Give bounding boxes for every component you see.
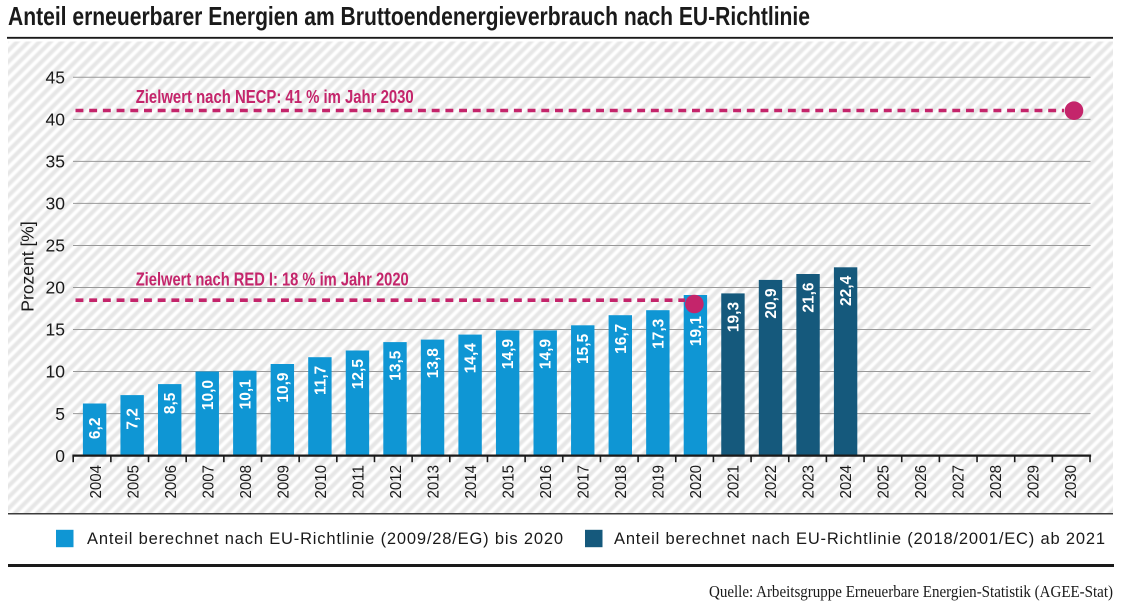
svg-text:2019: 2019 — [651, 465, 668, 499]
svg-text:8,5: 8,5 — [162, 392, 179, 414]
svg-text:2025: 2025 — [876, 465, 893, 499]
svg-text:20: 20 — [46, 278, 66, 298]
svg-text:10,9: 10,9 — [275, 372, 292, 403]
svg-text:2021: 2021 — [726, 465, 743, 499]
svg-text:2004: 2004 — [88, 465, 105, 499]
svg-text:2024: 2024 — [838, 465, 855, 499]
svg-text:2017: 2017 — [576, 465, 593, 499]
svg-text:5: 5 — [55, 404, 65, 424]
svg-text:0: 0 — [55, 446, 65, 466]
svg-text:17,3: 17,3 — [650, 318, 667, 349]
svg-text:10: 10 — [46, 362, 66, 382]
svg-text:2022: 2022 — [763, 465, 780, 499]
svg-text:40: 40 — [46, 110, 66, 130]
svg-text:14,9: 14,9 — [500, 339, 517, 370]
svg-text:2010: 2010 — [313, 465, 330, 499]
svg-text:2030: 2030 — [1063, 465, 1080, 499]
svg-text:14,9: 14,9 — [538, 339, 555, 370]
svg-text:2026: 2026 — [913, 465, 930, 499]
svg-text:2005: 2005 — [126, 465, 143, 499]
svg-text:10,0: 10,0 — [200, 380, 217, 410]
svg-text:7,2: 7,2 — [125, 408, 142, 430]
svg-text:22,4: 22,4 — [838, 275, 855, 306]
svg-text:2015: 2015 — [501, 465, 518, 499]
svg-text:15: 15 — [46, 320, 65, 340]
svg-text:2018: 2018 — [613, 465, 630, 499]
svg-text:6,2: 6,2 — [87, 418, 104, 440]
svg-text:2012: 2012 — [388, 465, 405, 499]
svg-text:2007: 2007 — [201, 465, 218, 499]
svg-text:2013: 2013 — [426, 465, 443, 499]
svg-text:2023: 2023 — [801, 465, 818, 499]
svg-text:20,9: 20,9 — [763, 288, 780, 319]
svg-text:2020: 2020 — [688, 465, 705, 499]
svg-text:2006: 2006 — [163, 465, 180, 499]
svg-text:11,7: 11,7 — [312, 366, 329, 395]
svg-text:10,1: 10,1 — [237, 379, 254, 410]
svg-text:21,6: 21,6 — [801, 282, 818, 313]
svg-text:2009: 2009 — [276, 465, 293, 499]
svg-text:Anteil berechnet nach EU-Richt: Anteil berechnet nach EU-Richtlinie (200… — [87, 530, 563, 548]
svg-text:2011: 2011 — [351, 465, 368, 499]
svg-text:2016: 2016 — [538, 465, 555, 499]
svg-text:2027: 2027 — [951, 465, 968, 499]
svg-text:14,4: 14,4 — [463, 343, 480, 374]
svg-text:15,5: 15,5 — [575, 333, 592, 364]
svg-text:19,1: 19,1 — [688, 316, 705, 347]
svg-text:2029: 2029 — [1026, 465, 1043, 499]
svg-text:19,3: 19,3 — [725, 302, 742, 333]
svg-text:35: 35 — [46, 152, 65, 172]
svg-text:25: 25 — [46, 236, 65, 256]
svg-text:30: 30 — [46, 194, 66, 214]
svg-text:2014: 2014 — [463, 465, 480, 499]
svg-text:12,5: 12,5 — [350, 359, 367, 390]
svg-text:2008: 2008 — [238, 465, 255, 499]
svg-text:Quelle: Arbeitsgruppe Erneuerb: Quelle: Arbeitsgruppe Erneuerbare Energi… — [709, 582, 1113, 601]
svg-text:Anteil berechnet nach EU-Richt: Anteil berechnet nach EU-Richtlinie (201… — [614, 530, 1105, 548]
svg-text:16,7: 16,7 — [613, 324, 630, 354]
svg-text:13,5: 13,5 — [388, 350, 405, 381]
svg-text:Zielwert nach RED I: 18 % im J: Zielwert nach RED I: 18 % im Jahr 2020 — [136, 270, 409, 290]
svg-text:Prozent [%]: Prozent [%] — [18, 221, 38, 311]
svg-text:Anteil erneuerbarer Energien a: Anteil erneuerbarer Energien am Bruttoen… — [8, 1, 810, 31]
svg-text:45: 45 — [46, 68, 65, 88]
svg-text:Zielwert nach NECP: 41 % im Ja: Zielwert nach NECP: 41 % im Jahr 2030 — [136, 87, 414, 107]
svg-text:13,8: 13,8 — [425, 348, 442, 379]
svg-text:2028: 2028 — [988, 465, 1005, 499]
